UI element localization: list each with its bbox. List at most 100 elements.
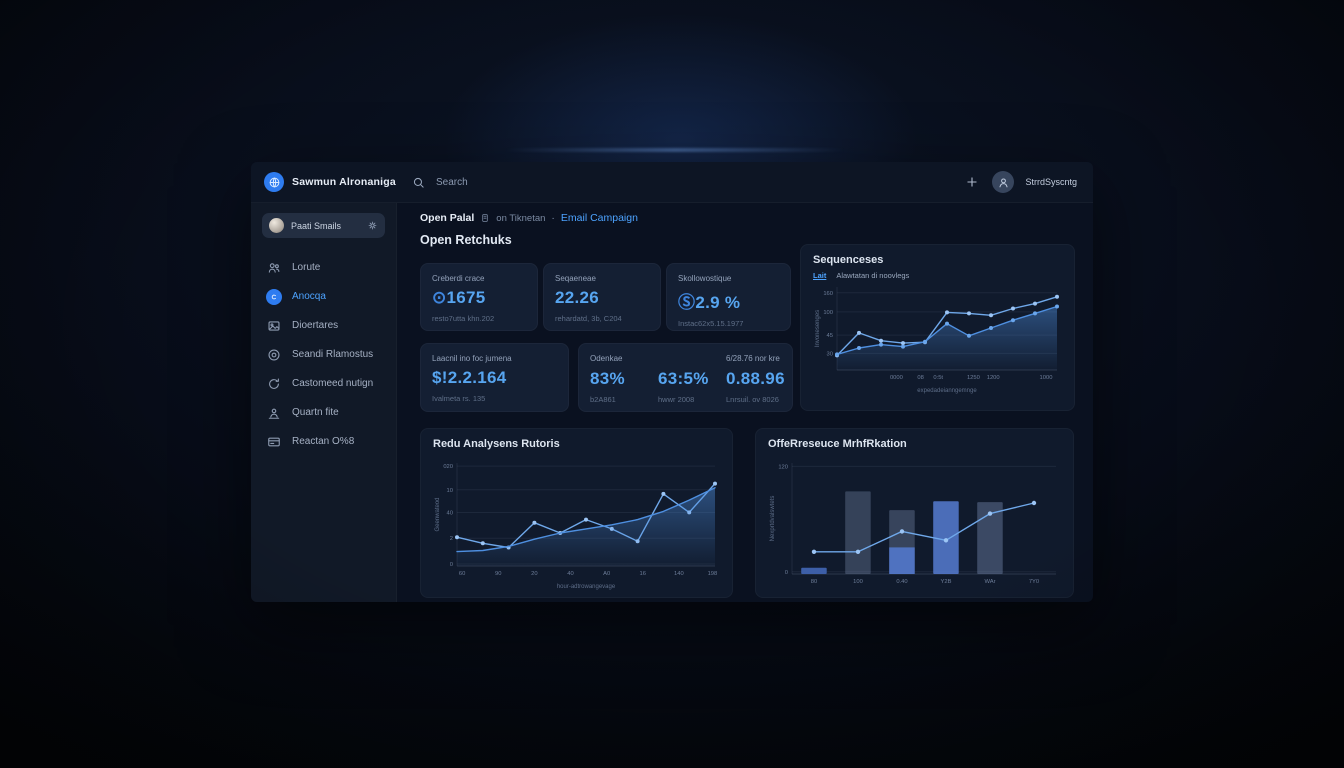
stat-prefix-icon: ⊙ <box>432 288 447 307</box>
bar-segment <box>889 547 915 574</box>
data-point <box>455 535 459 540</box>
search-bar[interactable]: Search <box>412 176 732 189</box>
data-point <box>945 321 949 326</box>
data-point <box>857 346 861 350</box>
user-name: StrrdSyscntg <box>1025 177 1077 187</box>
user-avatar[interactable] <box>992 171 1015 193</box>
data-point <box>879 338 883 343</box>
sidebar-item-reactan-o-8[interactable]: Reactan O%8 <box>251 427 396 456</box>
sidebar-nav: Lorute Anocqa Dioertares Seandi Rlamostus Ca… <box>251 253 396 456</box>
sidebar-item-castomeed-nutign[interactable]: Castomeed nutign <box>251 369 396 398</box>
breadcrumb-root[interactable]: Open Palal <box>420 212 475 224</box>
data-point <box>987 511 993 516</box>
data-point <box>1033 301 1037 306</box>
x-tick-label: 80 <box>811 579 817 585</box>
breadcrumb: Open Palal on Tiknetan · Email Campaign <box>420 212 638 224</box>
legend-item-alawtatan: Alawtatan di noovlegs <box>836 271 910 280</box>
x-tick-label: 0.40 <box>896 579 907 585</box>
stat-value: 0.88.96 <box>726 369 785 388</box>
x-tick-label: 90 <box>495 571 501 577</box>
x-tick-label: 198 <box>708 571 718 577</box>
brand: Sawmun Alronaniga <box>251 172 397 192</box>
x-tick-label: 08 <box>917 375 923 381</box>
offerreseuce-bar-chart: 120 0 Nexprtdvalswtets 80 100 0.40 Y2B WAr 7Y0 <box>770 463 1056 585</box>
sidebar-item-quartn-fite[interactable]: Quartn fite <box>251 398 396 427</box>
y-tick-label: 10 <box>447 488 453 494</box>
stat-sub: rehardatd, 3b, C204 <box>555 314 622 323</box>
doc-icon <box>480 213 490 223</box>
data-point <box>1011 318 1015 323</box>
profile-card[interactable]: Paati Smails <box>262 213 385 238</box>
data-point <box>945 310 949 315</box>
stat-card-laacnil: Laacnil ino foc jumena $!2.2.164 Ivalmet… <box>420 343 569 412</box>
chart-legend: Lait Alawtatan di noovlegs <box>813 271 1062 280</box>
bar <box>845 491 871 574</box>
sidebar-item-seandi-rlamostus[interactable]: Seandi Rlamostus <box>251 340 396 369</box>
stat-card-seqaeneae: Seqaeneae 22.26 rehardatd, 3b, C204 <box>543 263 661 331</box>
stat-sub: resto7utta khn.202 <box>432 314 495 323</box>
data-point <box>901 341 905 346</box>
compass-icon <box>266 288 282 305</box>
stat-sub: hwwr 2008 <box>658 395 695 404</box>
x-tick-label: 1000 <box>1040 375 1053 381</box>
x-tick-label: WAr <box>984 579 995 585</box>
data-point <box>480 541 485 546</box>
y-tick-label: 30 <box>827 351 833 357</box>
redu-analysens-panel: Redu Analysens Rutoris 020 10 40 2 0 60 90 20 40… <box>420 428 733 598</box>
y-axis-label: Geenwateod <box>435 497 441 531</box>
data-point <box>811 549 817 554</box>
stat-label: Seqaeneae <box>555 274 596 283</box>
gear-icon[interactable] <box>367 220 378 231</box>
x-tick-label: 16 <box>640 571 646 577</box>
stat-label: Creberdi crace <box>432 274 485 283</box>
bar <box>933 501 959 574</box>
x-tick-label: 40 <box>567 571 573 577</box>
app-window: Sawmun Alronaniga Search StrrdSyscntg Pa… <box>251 162 1093 602</box>
x-tick-label: A0 <box>603 571 610 577</box>
y-tick-label: 100 <box>823 310 833 316</box>
plus-icon <box>965 175 979 189</box>
data-point <box>989 313 993 318</box>
data-point <box>857 330 861 335</box>
x-tick-label: 7Y0 <box>1029 579 1039 585</box>
x-axis-label: expedadeianngemnge <box>917 388 977 394</box>
data-point <box>1055 294 1059 299</box>
y-tick-label: 020 <box>443 464 453 470</box>
sidebar-item-anocqa[interactable]: Anocqa <box>251 282 396 311</box>
legend-item-lait[interactable]: Lait <box>813 271 827 280</box>
data-point <box>967 333 971 338</box>
app-title: Sawmun Alronaniga <box>292 176 396 188</box>
x-tick-label: 0:5t <box>933 375 943 381</box>
stat-prefix-icon: Ⓢ <box>678 293 696 312</box>
stat-sub: Lnrsuil. ov 8026 <box>726 395 779 404</box>
target-icon <box>266 347 282 363</box>
y-axis-label: Nexprtdvalswtets <box>770 496 776 542</box>
stat-value: ⊙1675 <box>432 288 486 307</box>
series-area <box>457 487 715 566</box>
data-point <box>923 339 927 344</box>
breadcrumb-current[interactable]: Email Campaign <box>560 212 638 224</box>
stat-card-skollowostique: Skollowostique Ⓢ2.9 % Instac62x5.15.1977 <box>666 263 791 331</box>
sidebar-item-lorute[interactable]: Lorute <box>251 253 396 282</box>
sequences-line-chart: 160 100 45 30 0000 08 0:5t 1250 1200 1000 expedade… <box>815 287 1059 394</box>
add-button[interactable] <box>963 173 981 191</box>
section-title: Open Retchuks <box>420 233 512 247</box>
stat-value: Ⓢ2.9 % <box>678 293 741 312</box>
data-point <box>879 342 883 347</box>
sidebar: Paati Smails Lorute Anocqa Dioertares Seand… <box>251 203 397 602</box>
stat-value: 83% <box>590 369 625 388</box>
sidebar-item-dioertares[interactable]: Dioertares <box>251 311 396 340</box>
data-point <box>713 481 717 486</box>
card-icon <box>266 434 282 450</box>
bar <box>801 567 827 574</box>
x-tick-label: 1200 <box>987 375 1000 381</box>
breadcrumb-separator: · <box>551 212 555 224</box>
topbar: Sawmun Alronaniga Search StrrdSyscntg <box>251 162 1093 203</box>
y-tick-label: 0 <box>785 570 788 576</box>
sidebar-item-label: Seandi Rlamostus <box>292 349 374 360</box>
sidebar-item-label: Lorute <box>292 262 321 273</box>
stat-value: 63:5% <box>658 369 709 388</box>
sidebar-item-label: Quartn fite <box>292 407 339 418</box>
y-tick-label: 40 <box>447 510 453 516</box>
